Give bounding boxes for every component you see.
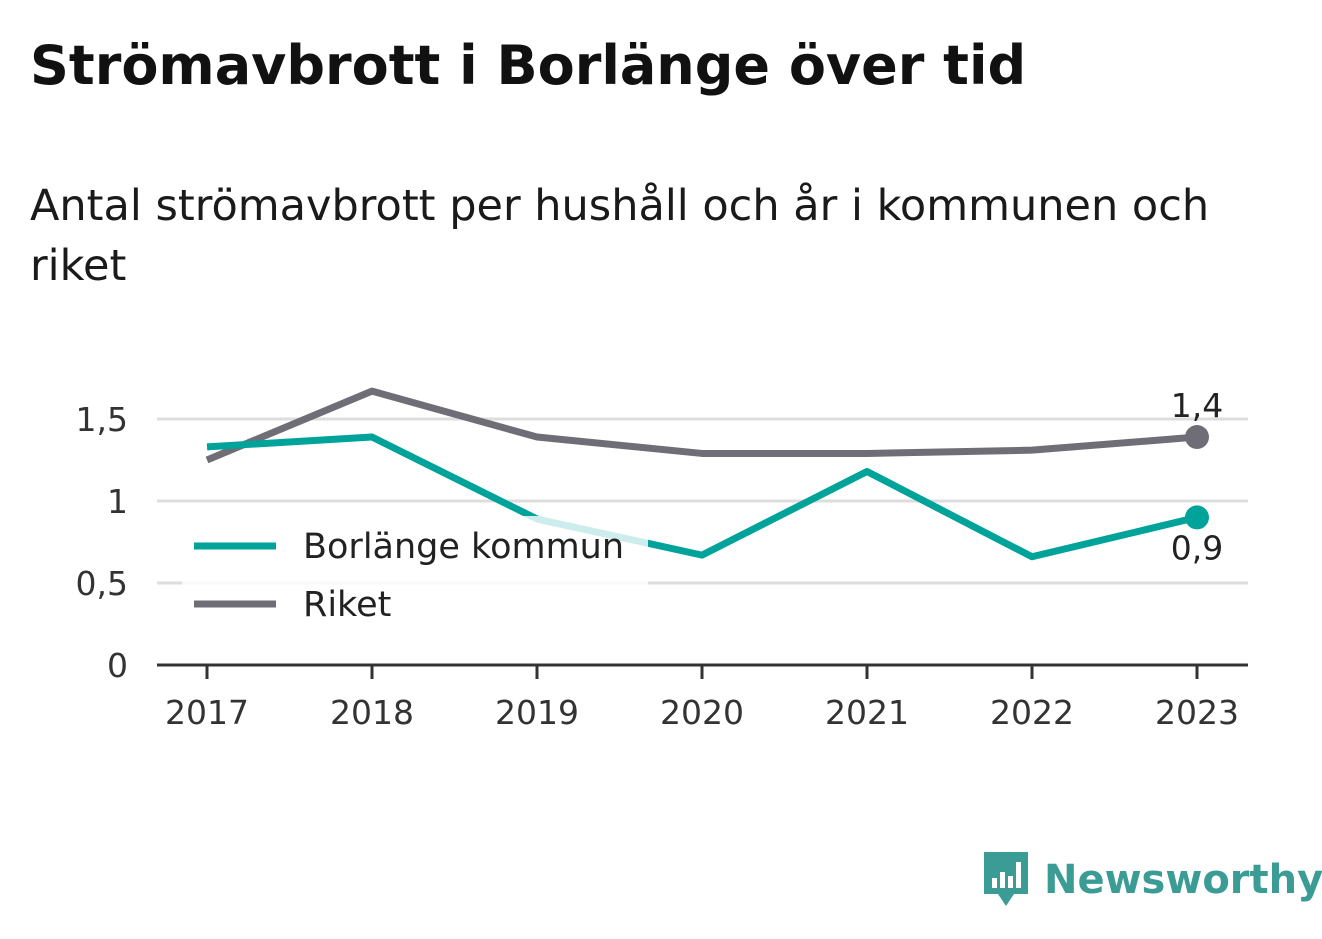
series-end-point	[1185, 505, 1209, 530]
x-tick-label: 2023	[1155, 693, 1239, 732]
series-line-borlange	[206, 433, 1198, 561]
y-tick-label: 0,5	[76, 564, 128, 603]
series-line-riket	[205, 387, 1198, 464]
newsworthy-logo-icon	[984, 852, 1028, 906]
end-value-labels: 0,9 1,4	[1171, 386, 1223, 567]
newsworthy-brand: Newsworthy	[980, 848, 1322, 912]
line-chart: 0 0,5 1 1,5 2017 2018 2019 2020 2021 2022 2023 Bo…	[76, 386, 1248, 732]
end-label-borlange: 0,9	[1171, 528, 1223, 567]
x-tick-label: 2018	[330, 693, 414, 732]
series-end-point	[1185, 425, 1209, 450]
chart-subtitle: Antal strömavbrott per hushåll och år i …	[30, 181, 1210, 291]
x-tick-label: 2020	[660, 693, 744, 732]
x-tick-label: 2022	[990, 693, 1074, 732]
end-label-riket: 1,4	[1171, 386, 1223, 425]
y-tick-label: 1,5	[76, 400, 128, 439]
x-tick-label: 2019	[495, 693, 579, 732]
series-lines	[205, 387, 1209, 561]
legend: Borlänge kommun Riket	[182, 516, 648, 634]
x-axis: 2017 2018 2019 2020 2021 2022 2023	[157, 663, 1248, 732]
legend-label: Riket	[303, 585, 391, 625]
y-tick-label: 0	[107, 646, 128, 685]
y-axis: 0 0,5 1 1,5	[76, 400, 128, 685]
legend-background	[182, 516, 648, 634]
x-tick-label: 2017	[165, 693, 249, 732]
x-tick-label: 2021	[825, 693, 909, 732]
legend-label: Borlänge kommun	[303, 527, 624, 567]
y-tick-label: 1	[107, 482, 128, 521]
chart-title: Strömavbrott i Borlänge över tid	[30, 34, 1027, 97]
brand-name: Newsworthy	[1044, 857, 1322, 903]
